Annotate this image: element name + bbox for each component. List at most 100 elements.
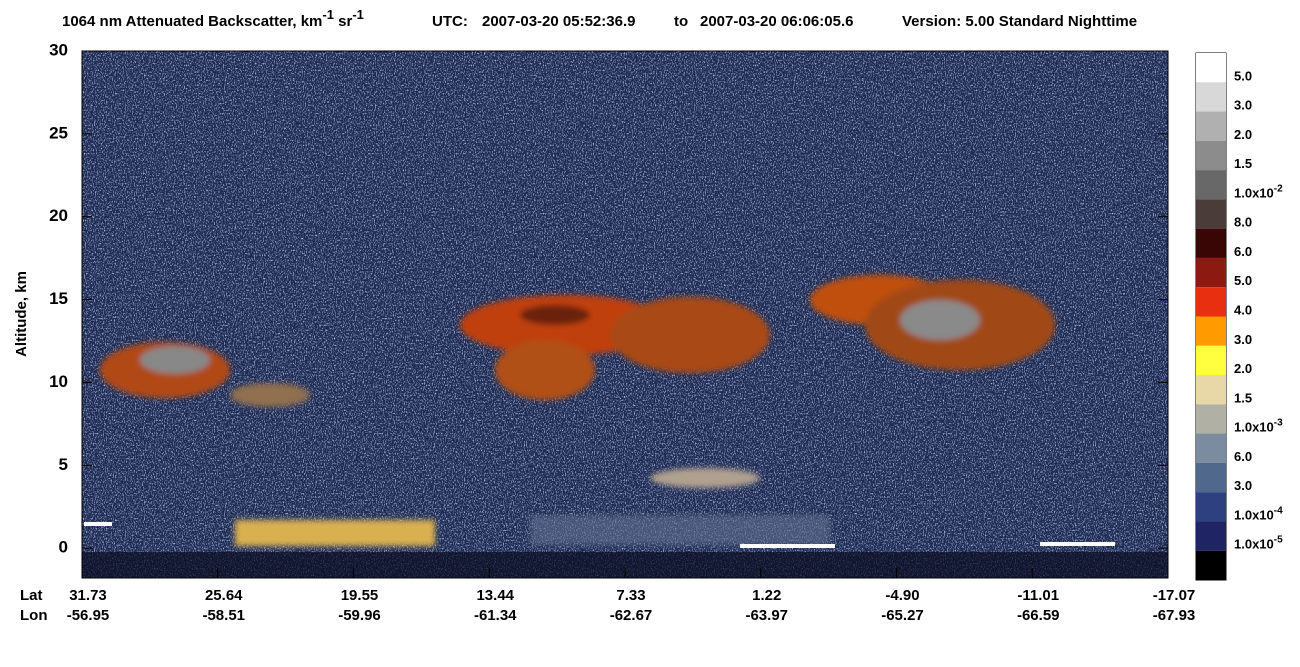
lon-tick-label: -67.93 bbox=[1153, 607, 1196, 624]
colorbar-swatch bbox=[1196, 521, 1226, 551]
lon-tick-label: -59.96 bbox=[338, 607, 381, 624]
colorbar-label: 8.0 bbox=[1234, 215, 1252, 230]
lat-tick-label: 19.55 bbox=[341, 587, 379, 604]
colorbar-label: 1.0x10-2 bbox=[1234, 183, 1283, 201]
colorbar-swatch bbox=[1196, 53, 1226, 83]
colorbar-label: 4.0 bbox=[1234, 303, 1252, 318]
lon-tick-label: -66.59 bbox=[1017, 607, 1060, 624]
cloud bbox=[520, 305, 590, 325]
label-exponent: -3 bbox=[1274, 417, 1283, 428]
lon-tick-label: -56.95 bbox=[67, 607, 110, 624]
version: Version: 5.00 Standard Nighttime bbox=[902, 13, 1137, 30]
colorbar-swatch bbox=[1196, 140, 1226, 171]
colorbar-swatch bbox=[1196, 82, 1226, 112]
colorbar-label: 3.0 bbox=[1234, 479, 1252, 494]
colorbar-swatch bbox=[1196, 404, 1226, 434]
to-label: to bbox=[674, 13, 688, 30]
colorbar-label: 1.0x10-5 bbox=[1234, 534, 1283, 552]
curtain bbox=[82, 51, 1168, 578]
label-mantissa: 1.0x10 bbox=[1234, 537, 1274, 552]
colorbar-swatch bbox=[1196, 492, 1226, 522]
lon-label: Lon bbox=[20, 607, 48, 624]
cloud bbox=[650, 468, 760, 488]
lat-tick-label: 31.73 bbox=[69, 587, 107, 604]
lon-tick-label: -61.34 bbox=[474, 607, 517, 624]
lat-tick-label: 13.44 bbox=[476, 587, 514, 604]
lat-tick-label: 1.22 bbox=[752, 587, 781, 604]
label-mantissa: 4.0 bbox=[1234, 303, 1252, 318]
cloud bbox=[495, 340, 595, 400]
colorbar-swatch bbox=[1196, 228, 1226, 258]
y-axis-label: Altitude, km bbox=[13, 271, 30, 357]
colorbar-swatch bbox=[1196, 433, 1226, 463]
lat-tick-label: -4.90 bbox=[885, 587, 919, 604]
colorbar-label: 6.0 bbox=[1234, 449, 1252, 464]
label-mantissa: 1.0x10 bbox=[1234, 186, 1274, 201]
label-mantissa: 1.0x10 bbox=[1234, 420, 1274, 435]
lon-tick-label: -63.97 bbox=[745, 607, 788, 624]
y-tick-label: 10 bbox=[49, 372, 68, 391]
colorbar-swatch bbox=[1196, 462, 1226, 493]
colorbar-swatch bbox=[1196, 316, 1226, 346]
boundary-layer bbox=[530, 515, 830, 545]
lat-tick-label: 25.64 bbox=[205, 587, 243, 604]
clouds bbox=[100, 275, 1055, 546]
start-time: 2007-03-20 05:52:36.9 bbox=[482, 13, 635, 30]
colorbar-swatch bbox=[1196, 550, 1226, 580]
lon-tick-label: -58.51 bbox=[202, 607, 245, 624]
boundary-layer bbox=[235, 520, 435, 546]
y-tick-label: 25 bbox=[49, 123, 68, 142]
lat-label: Lat bbox=[20, 587, 43, 604]
label-mantissa: 8.0 bbox=[1234, 215, 1252, 230]
colorbar-label: 5.0 bbox=[1234, 69, 1252, 84]
label-mantissa: 1.5 bbox=[1234, 157, 1252, 172]
colorbar-label: 5.0 bbox=[1234, 274, 1252, 289]
colorbar-label: 1.0x10-3 bbox=[1234, 417, 1283, 435]
label-mantissa: 1.5 bbox=[1234, 391, 1252, 406]
y-tick-label: 30 bbox=[49, 40, 68, 59]
colorbar-swatch bbox=[1196, 375, 1226, 405]
label-mantissa: 2.0 bbox=[1234, 127, 1252, 142]
y-tick-label: 20 bbox=[49, 206, 68, 225]
surface bbox=[84, 522, 112, 526]
colorbar-label: 2.0 bbox=[1234, 127, 1252, 142]
y-tick-label: 15 bbox=[49, 289, 68, 308]
y-tick-label: 0 bbox=[59, 538, 68, 557]
colorbar-swatch bbox=[1196, 170, 1226, 200]
label-mantissa: 5.0 bbox=[1234, 69, 1252, 84]
cloud bbox=[610, 297, 770, 373]
utc-label: UTC: bbox=[432, 13, 468, 30]
label-exponent: -5 bbox=[1274, 534, 1283, 545]
label-mantissa: 6.0 bbox=[1234, 244, 1252, 259]
label-exponent: -2 bbox=[1274, 183, 1283, 194]
cloud bbox=[900, 300, 980, 340]
lon-tick-label: -62.67 bbox=[610, 607, 653, 624]
lat-tick-label: 7.33 bbox=[616, 587, 645, 604]
colorbar-swatch bbox=[1196, 257, 1226, 288]
colorbar-label: 3.0 bbox=[1234, 332, 1252, 347]
label-mantissa: 3.0 bbox=[1234, 98, 1252, 113]
colorbar-label: 1.5 bbox=[1234, 391, 1252, 406]
surface bbox=[1040, 542, 1115, 546]
colorbar-label: 2.0 bbox=[1234, 361, 1252, 376]
lat-tick-label: -17.07 bbox=[1153, 587, 1196, 604]
end-time: 2007-03-20 06:06:05.6 bbox=[700, 13, 853, 30]
cloud bbox=[230, 383, 310, 407]
label-mantissa: 6.0 bbox=[1234, 449, 1252, 464]
colorbar-label: 6.0 bbox=[1234, 244, 1252, 259]
cloud bbox=[140, 346, 210, 374]
label-mantissa: 1.0x10 bbox=[1234, 508, 1274, 523]
label-mantissa: 3.0 bbox=[1234, 479, 1252, 494]
colorbar-swatch bbox=[1196, 199, 1226, 229]
label-mantissa: 2.0 bbox=[1234, 361, 1252, 376]
colorbar-label: 3.0 bbox=[1234, 98, 1252, 113]
colorbar-swatch bbox=[1196, 111, 1226, 141]
lat-tick-label: -11.01 bbox=[1017, 587, 1059, 604]
chart-title: 1064 nm Attenuated Backscatter, km-1 sr-… bbox=[62, 7, 364, 30]
y-tick-label: 5 bbox=[59, 455, 68, 474]
surface bbox=[740, 544, 835, 548]
colorbar-label: 1.5 bbox=[1234, 157, 1252, 172]
colorbar-label: 1.0x10-4 bbox=[1234, 505, 1283, 523]
colorbar-swatch bbox=[1196, 287, 1226, 317]
